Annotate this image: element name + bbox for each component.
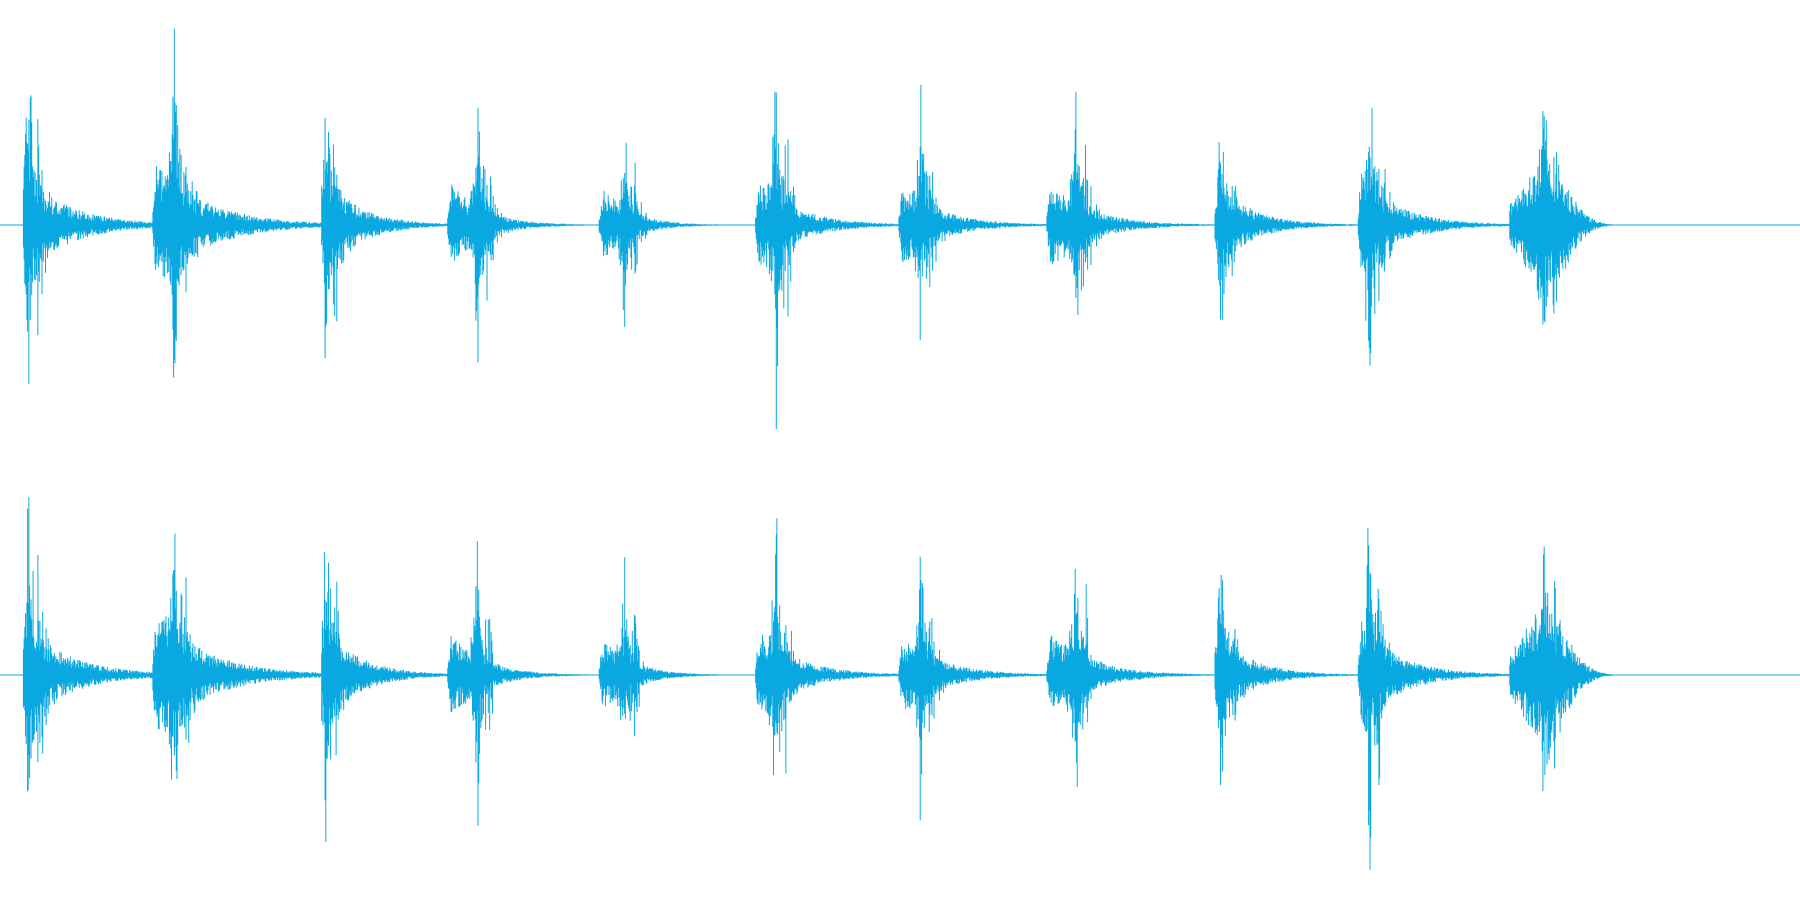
channel-waveform	[22, 497, 1620, 870]
channel-waveform	[22, 28, 1619, 429]
